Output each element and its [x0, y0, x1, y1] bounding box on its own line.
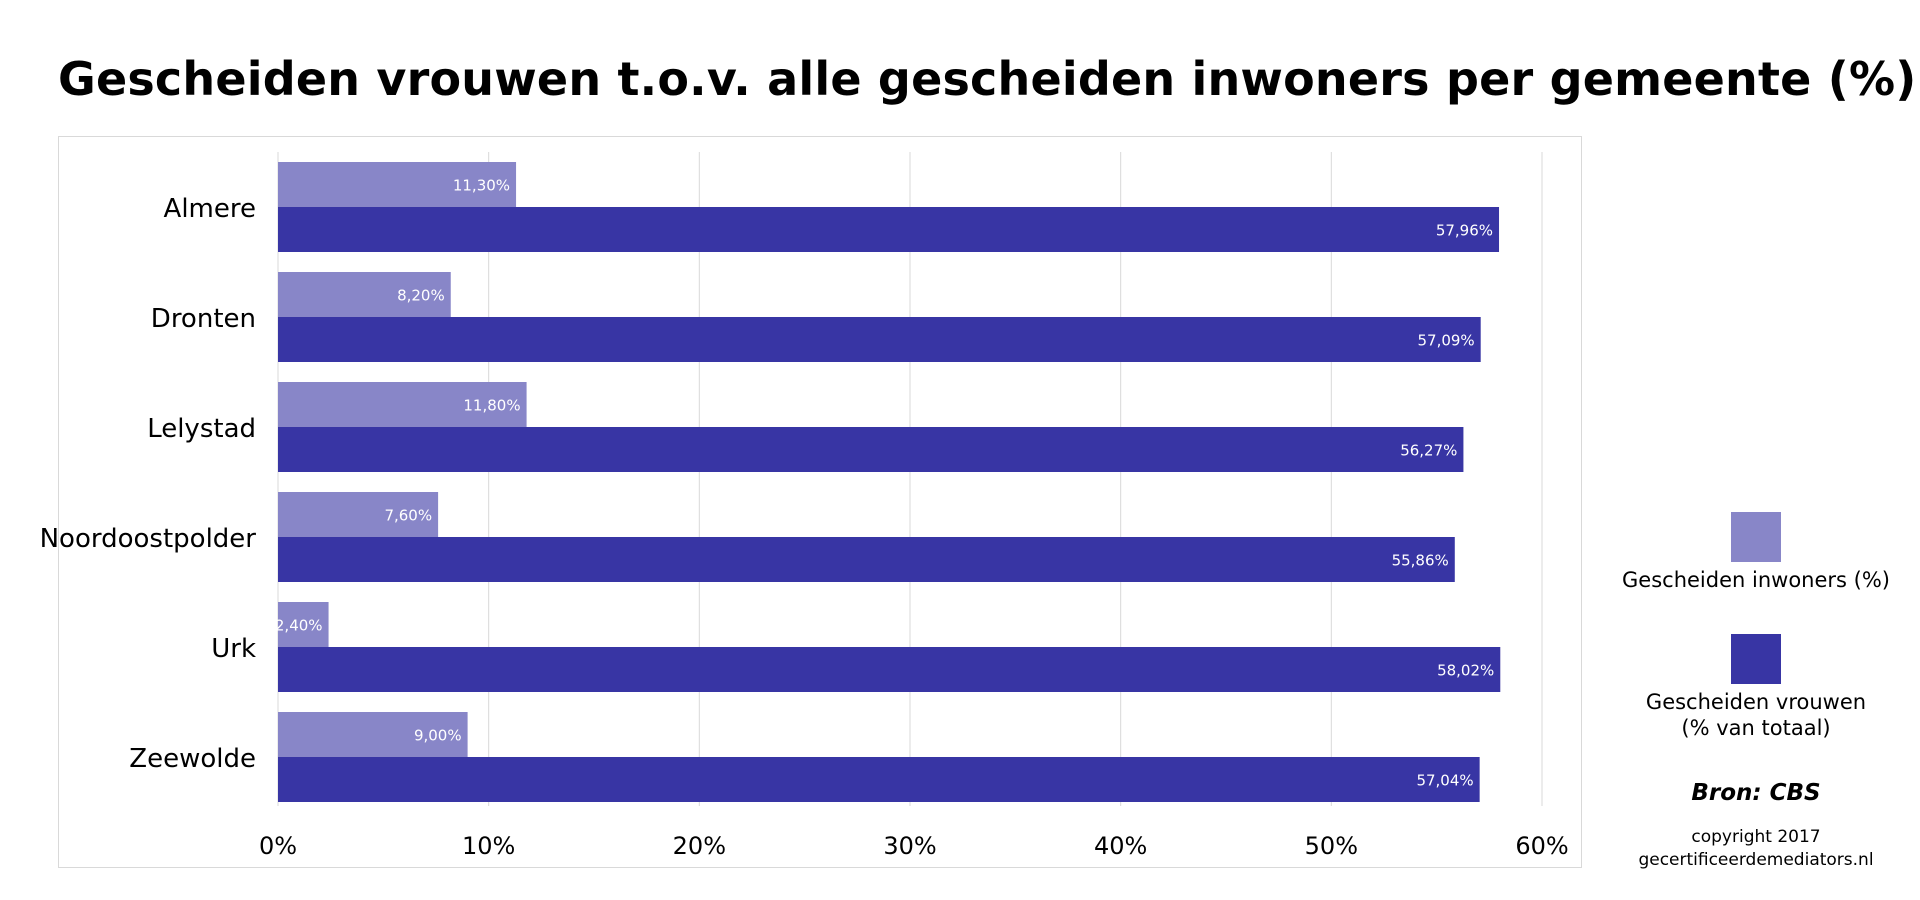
legend-label-vrouwen-line-2: (% van totaal) — [1681, 716, 1831, 740]
data-label: 9,00% — [414, 727, 462, 745]
copyright-line-1: copyright 2017 — [1691, 827, 1821, 847]
data-label: 11,80% — [463, 397, 520, 415]
data-label: 8,20% — [397, 287, 445, 305]
x-tick-label: 10% — [462, 832, 515, 860]
legend-label-inwoners: Gescheiden inwoners (%) — [1596, 567, 1916, 593]
category-label: Noordoostpolder — [40, 524, 257, 554]
bar — [278, 537, 1455, 582]
bar — [278, 207, 1500, 252]
category-label: Urk — [211, 634, 256, 664]
data-label: 57,96% — [1436, 222, 1493, 240]
x-tick-label: 50% — [1305, 832, 1358, 860]
legend-label-vrouwen-line-1: Gescheiden vrouwen — [1645, 690, 1867, 714]
x-tick-label: 40% — [1094, 832, 1147, 860]
bar — [278, 427, 1464, 472]
bar — [278, 317, 1481, 362]
bar — [278, 757, 1480, 802]
x-tick-label: 20% — [673, 832, 726, 860]
category-label: Zeewolde — [129, 744, 256, 774]
legend-swatch-inwoners — [1731, 512, 1781, 562]
bar — [278, 712, 468, 757]
bar — [278, 162, 517, 207]
bar — [278, 272, 451, 317]
x-tick-label: 60% — [1515, 832, 1568, 860]
data-label: 55,86% — [1392, 552, 1449, 570]
category-label: Lelystad — [147, 414, 256, 444]
legend-swatch-vrouwen — [1731, 634, 1781, 684]
bar — [278, 492, 439, 537]
bar — [278, 602, 329, 647]
data-label: 56,27% — [1400, 442, 1457, 460]
bar — [278, 382, 527, 427]
copyright-line-2: gecertificeerdemediators.nl — [1638, 850, 1874, 870]
data-label: 58,02% — [1437, 662, 1494, 680]
data-label: 2,40% — [275, 617, 323, 635]
chart-title: Gescheiden vrouwen t.o.v. alle gescheide… — [58, 52, 1917, 106]
data-label: 57,09% — [1417, 332, 1474, 350]
category-label: Almere — [164, 194, 256, 224]
source-note: Bron: CBS — [1691, 780, 1821, 806]
data-label: 11,30% — [453, 177, 510, 195]
x-tick-label: 30% — [883, 832, 936, 860]
data-label: 57,04% — [1416, 772, 1473, 790]
copyright-note: copyright 2017 gecertificeerdemediators.… — [1616, 826, 1896, 872]
bar — [278, 647, 1501, 692]
legend-label-inwoners-line-1: Gescheiden inwoners (%) — [1622, 568, 1890, 592]
data-label: 7,60% — [384, 507, 432, 525]
category-label: Dronten — [151, 304, 256, 334]
chart-frame — [58, 136, 1582, 868]
legend-label-vrouwen: Gescheiden vrouwen (% van totaal) — [1596, 689, 1916, 741]
x-tick-label: 0% — [259, 832, 297, 860]
